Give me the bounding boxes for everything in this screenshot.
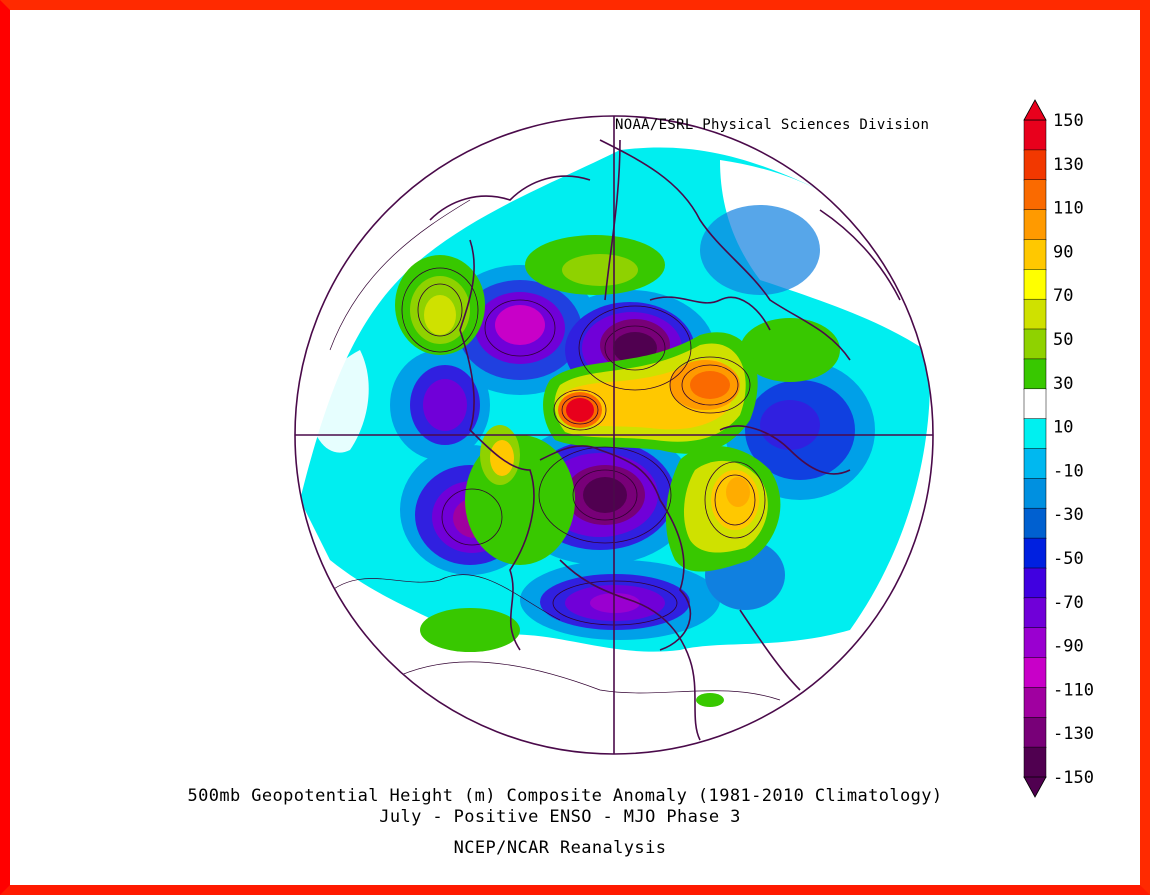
colorbar-swatch xyxy=(1023,687,1047,719)
colorbar-swatch xyxy=(1023,388,1047,420)
colorbar-swatch xyxy=(1023,209,1047,241)
colorbar-label: 130 xyxy=(1053,155,1084,175)
colorbar-label: 70 xyxy=(1053,286,1073,306)
colorbar-swatch xyxy=(1023,298,1047,330)
colorbar-top-arrow xyxy=(1023,99,1047,121)
map-subtitle: July - Positive ENSO - MJO Phase 3 xyxy=(379,807,741,827)
colorbar-label: 30 xyxy=(1053,374,1073,394)
colorbar-swatch xyxy=(1023,179,1047,211)
colorbar-label: -10 xyxy=(1053,461,1084,481)
colorbar-swatch xyxy=(1023,657,1047,689)
colorbar-swatch xyxy=(1023,597,1047,629)
colorbar-swatch xyxy=(1023,239,1047,271)
colorbar-swatch xyxy=(1023,269,1047,301)
colorbar-swatch xyxy=(1023,746,1047,778)
colorbar: 150 130 110 90 70 50 30 10 -10 -30 -50 -70 -90 -110 -1… xyxy=(1023,99,1094,798)
colorbar-swatch xyxy=(1023,478,1047,510)
colorbar-label: 10 xyxy=(1053,418,1073,438)
colorbar-swatch xyxy=(1023,119,1047,151)
contour-lines xyxy=(319,199,781,701)
colorbar-swatch xyxy=(1023,418,1047,450)
colorbar-swatch xyxy=(1023,627,1047,659)
colorbar-label: -150 xyxy=(1053,768,1094,788)
colorbar-swatch xyxy=(1023,567,1047,599)
colorbar-label: -70 xyxy=(1053,593,1084,613)
colorbar-label: -90 xyxy=(1053,637,1084,657)
colorbar-label: -30 xyxy=(1053,505,1084,525)
anomaly-field xyxy=(300,147,930,707)
coastlines xyxy=(429,139,901,741)
colorbar-label: -110 xyxy=(1053,680,1094,700)
colorbar-swatch xyxy=(1023,537,1047,569)
colorbar-swatch xyxy=(1023,448,1047,480)
map-outline xyxy=(294,115,934,755)
colorbar-swatch xyxy=(1023,717,1047,749)
colorbar-label: -50 xyxy=(1053,549,1084,569)
map-title: 500mb Geopotential Height (m) Composite … xyxy=(187,786,943,806)
colorbar-swatch xyxy=(1023,507,1047,539)
credit-label: NOAA/ESRL Physical Sciences Division xyxy=(615,117,930,133)
colorbar-label: 50 xyxy=(1053,330,1073,350)
colorbar-bottom-arrow xyxy=(1023,776,1047,798)
colorbar-label: 150 xyxy=(1053,111,1084,131)
colorbar-label: 90 xyxy=(1053,242,1073,262)
colorbar-swatch xyxy=(1023,328,1047,360)
colorbar-swatch xyxy=(1023,149,1047,181)
colorbar-swatch xyxy=(1023,358,1047,390)
colorbar-label: 110 xyxy=(1053,199,1084,219)
map-source: NCEP/NCAR Reanalysis xyxy=(453,838,667,858)
colorbar-label: -130 xyxy=(1053,724,1094,744)
